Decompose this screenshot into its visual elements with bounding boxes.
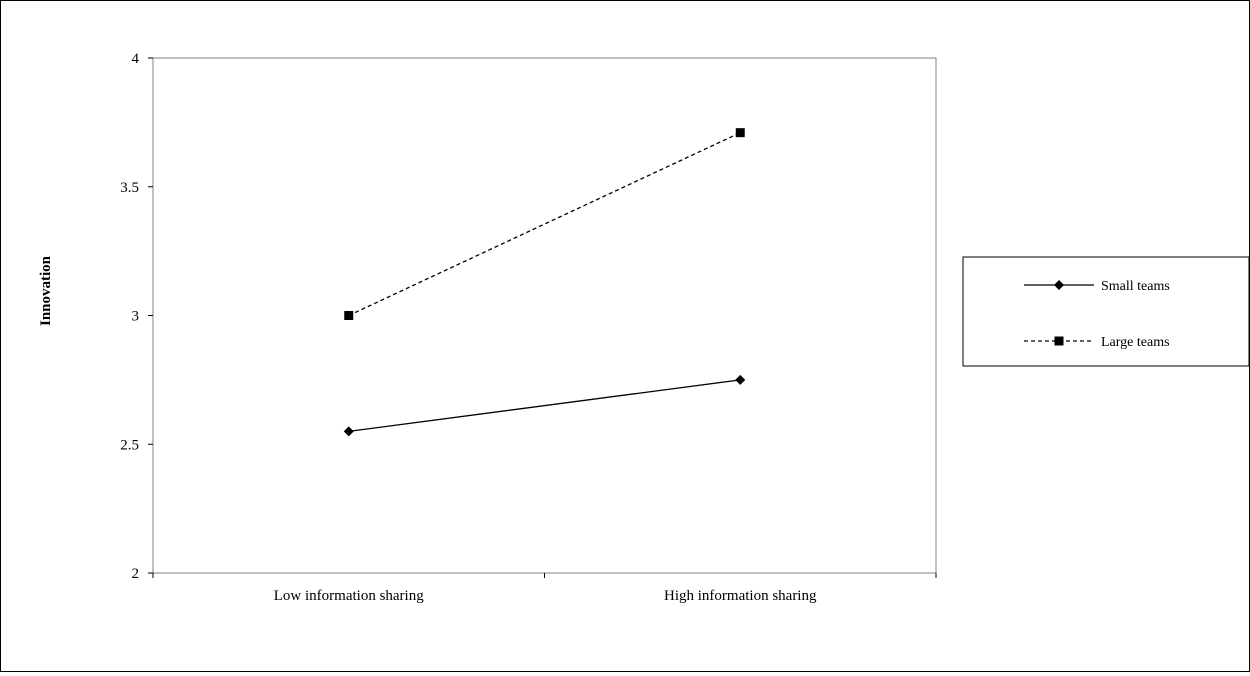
y-tick-label: 3 [132, 309, 140, 325]
series-line-large-teams [348, 132, 741, 317]
legend-box [962, 256, 1250, 367]
legend-marker-small-teams [1054, 280, 1064, 290]
data-point-small-teams [735, 374, 746, 385]
legend-label-large-teams: Large teams [1101, 335, 1170, 350]
series-line-small-teams [348, 379, 741, 433]
y-tick-label: 3.5 [120, 180, 139, 196]
y-tick-label: 2 [132, 566, 140, 582]
y-axis-title: Innovation [38, 255, 54, 326]
x-axis: Low information sharing High information … [152, 573, 937, 604]
plot-area [152, 57, 937, 574]
y-tick-label: 2.5 [120, 437, 139, 453]
data-point-large-teams [344, 311, 354, 320]
data-point-small-teams [343, 426, 354, 437]
series-layer [343, 128, 746, 437]
y-axis: 2 2.5 3 3.5 4 [120, 51, 153, 582]
data-point-large-teams [735, 128, 745, 138]
legend-label-small-teams: Small teams [1101, 279, 1170, 294]
legend: Small teams Large teams [962, 256, 1250, 367]
y-tick-label: 4 [132, 51, 140, 67]
x-tick-label: Low information sharing [274, 588, 424, 604]
x-tick-label: High information sharing [664, 588, 817, 604]
legend-marker-large-teams [1054, 336, 1064, 346]
